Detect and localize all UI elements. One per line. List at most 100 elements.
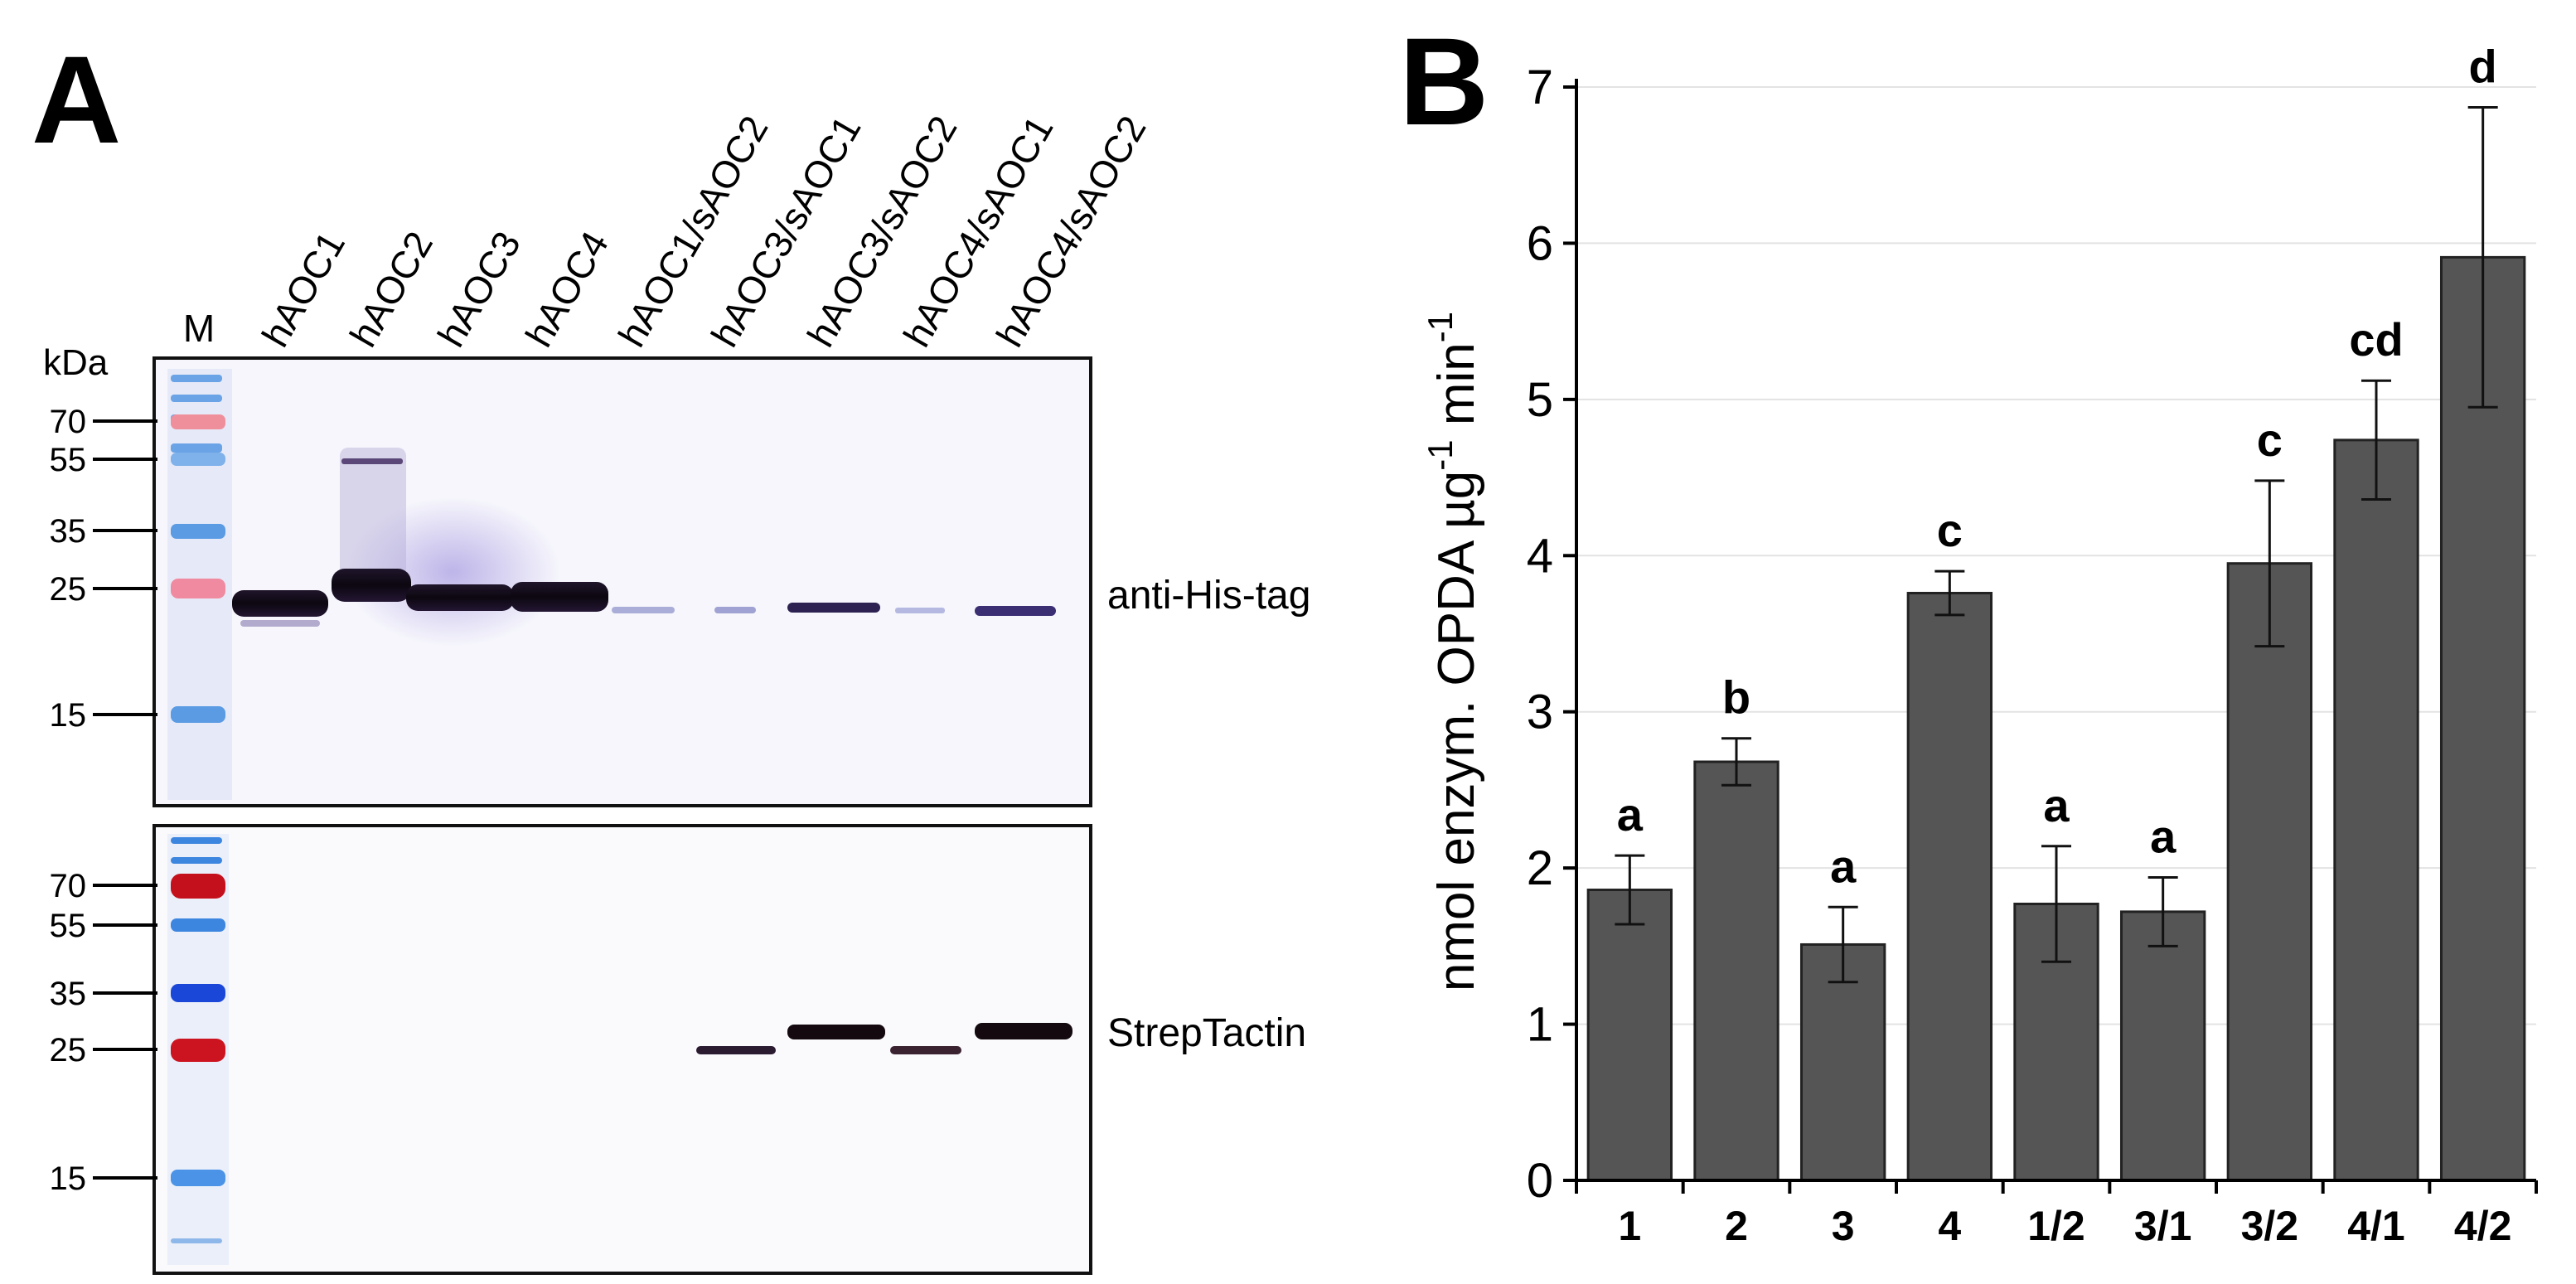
significance-letter: c: [1937, 504, 1963, 556]
x-tick-label: 3: [1832, 1203, 1855, 1249]
x-tick-labels: 1 2 3 4 1/2 3/1 3/2 4/1 4/2: [1618, 1203, 2511, 1249]
marker-band-55: [171, 918, 225, 932]
marker-band-15: [171, 1170, 225, 1186]
significance-letters: a b a c a a c cd d: [1617, 40, 2497, 892]
marker-band-25: [171, 1039, 225, 1062]
top-marker-axis: 70 55 35 25 15: [50, 404, 157, 734]
lane-label: hAOC4: [517, 224, 617, 354]
significance-letter: cd: [2349, 313, 2403, 366]
x-tick-label: 3/1: [2134, 1203, 2192, 1249]
blot-streptactin: StrepTactin: [153, 824, 1306, 1275]
marker-label: 35: [50, 513, 87, 550]
ladder-band: [171, 395, 222, 402]
bar: [2333, 438, 2419, 1182]
marker-label: 55: [50, 442, 87, 478]
y-axis-label-sup2: -1: [1421, 312, 1460, 342]
band-hAOC3-sAOC2: [787, 603, 880, 613]
significance-letter: a: [1617, 788, 1644, 841]
band-hAOC3-sAOC1: [714, 607, 756, 613]
panel-b-letter: B: [1399, 12, 1489, 151]
y-tick-label: 5: [1527, 373, 1553, 427]
band-hAOC2-upper: [341, 458, 403, 464]
blot-frame: [153, 356, 1092, 807]
y-axis-label: nmol enzym. OPDA µg-1 min-1: [1421, 312, 1485, 991]
bar: [2119, 910, 2206, 1182]
ladder-band: [171, 375, 222, 382]
marker-label: 15: [50, 1160, 87, 1197]
ladder-band: [171, 837, 222, 844]
band-hAOC4-sAOC2: [975, 606, 1056, 616]
x-tick-label: 2: [1725, 1203, 1748, 1249]
y-axis-label-mid: min: [1428, 342, 1485, 439]
lane-label: hAOC3: [429, 224, 529, 354]
y-axis-label-sup1: -1: [1421, 439, 1460, 470]
y-tick-label: 4: [1527, 529, 1553, 583]
band-hAOC1-lower: [240, 620, 320, 627]
bar: [2226, 562, 2313, 1182]
ladder-band: [171, 857, 222, 864]
y-tick-label: 0: [1527, 1154, 1553, 1208]
bar: [1586, 889, 1673, 1182]
y-axis-label-main: nmol enzym. OPDA µg: [1428, 471, 1485, 991]
marker-label: 70: [50, 868, 87, 904]
blot-anti-his-tag: anti-His-tag: [153, 356, 1310, 807]
marker-band-55: [171, 453, 225, 466]
x-tick-label: 4/2: [2454, 1203, 2512, 1249]
error-bars: [1615, 105, 2498, 984]
bottom-marker-axis: 70 55 35 25 15: [50, 868, 157, 1197]
band-hAOC4: [511, 582, 608, 612]
x-tick-label: 4: [1938, 1203, 1961, 1249]
band-hAOC3: [406, 584, 514, 611]
y-tick-label: 7: [1527, 61, 1553, 114]
bar: [1906, 592, 1993, 1182]
band-hAOC2-smear: [340, 448, 406, 580]
y-tick-label: 1: [1527, 998, 1553, 1052]
bars: [1586, 255, 2526, 1182]
lane-labels: hAOC1 hAOC2 hAOC3 hAOC4 hAOC1/sAOC2 hAOC…: [254, 109, 1155, 354]
y-tick-label: 6: [1527, 216, 1553, 270]
x-tick-label: 1: [1618, 1203, 1641, 1249]
significance-letter: c: [2257, 414, 2283, 466]
marker-label: 70: [50, 404, 87, 440]
marker-band-25: [171, 579, 225, 598]
panel-a: A M kDa hAOC1 hAOC2 hAOC3 hAOC4 hAOC1/sA…: [31, 30, 1310, 1275]
lane-label: hAOC1: [254, 224, 353, 354]
marker-label: 55: [50, 908, 87, 944]
lane-label: hAOC2: [341, 224, 441, 354]
band-hAOC4-sAOC1: [890, 1046, 961, 1054]
y-tick-label: 3: [1527, 686, 1553, 739]
panel-b: B nmol enzym. OPDA µg-1 min-1 abacaaccdd…: [1399, 12, 2538, 1249]
ladder-band: [171, 443, 222, 453]
y-tick-label: 2: [1527, 841, 1553, 895]
band-hAOC3-sAOC2: [787, 1025, 885, 1039]
significance-letter: a: [2043, 779, 2070, 831]
x-tick-label: 1/2: [2027, 1203, 2085, 1249]
marker-lane-label: M: [183, 307, 215, 350]
x-tick-label: 4/1: [2347, 1203, 2405, 1249]
blot-label-anti-his-tag: anti-His-tag: [1107, 574, 1310, 618]
band-hAOC1-sAOC2: [612, 607, 675, 613]
significance-letter: b: [1722, 671, 1750, 724]
band-hAOC1: [232, 590, 328, 617]
blot-label-streptactin: StrepTactin: [1107, 1011, 1306, 1055]
bar: [1799, 942, 1886, 1182]
marker-band-70: [171, 414, 225, 429]
marker-label: 35: [50, 976, 87, 1012]
bar: [1693, 760, 1779, 1182]
marker-band-15: [171, 706, 225, 723]
significance-letter: d: [2469, 40, 2497, 92]
marker-band-35: [171, 524, 225, 539]
axes: [1563, 79, 2538, 1194]
band-hAOC4-sAOC2: [975, 1023, 1073, 1039]
ladder-band: [171, 1238, 222, 1243]
marker-label: 15: [50, 697, 87, 734]
marker-band-70: [171, 874, 225, 899]
marker-label: 25: [50, 571, 87, 608]
significance-letter: a: [1830, 840, 1857, 892]
kda-unit-label: kDa: [43, 342, 109, 383]
x-tick-label: 3/2: [2241, 1203, 2299, 1249]
significance-letter: a: [2150, 810, 2177, 862]
panel-a-letter: A: [31, 30, 121, 169]
band-hAOC2: [332, 569, 411, 602]
